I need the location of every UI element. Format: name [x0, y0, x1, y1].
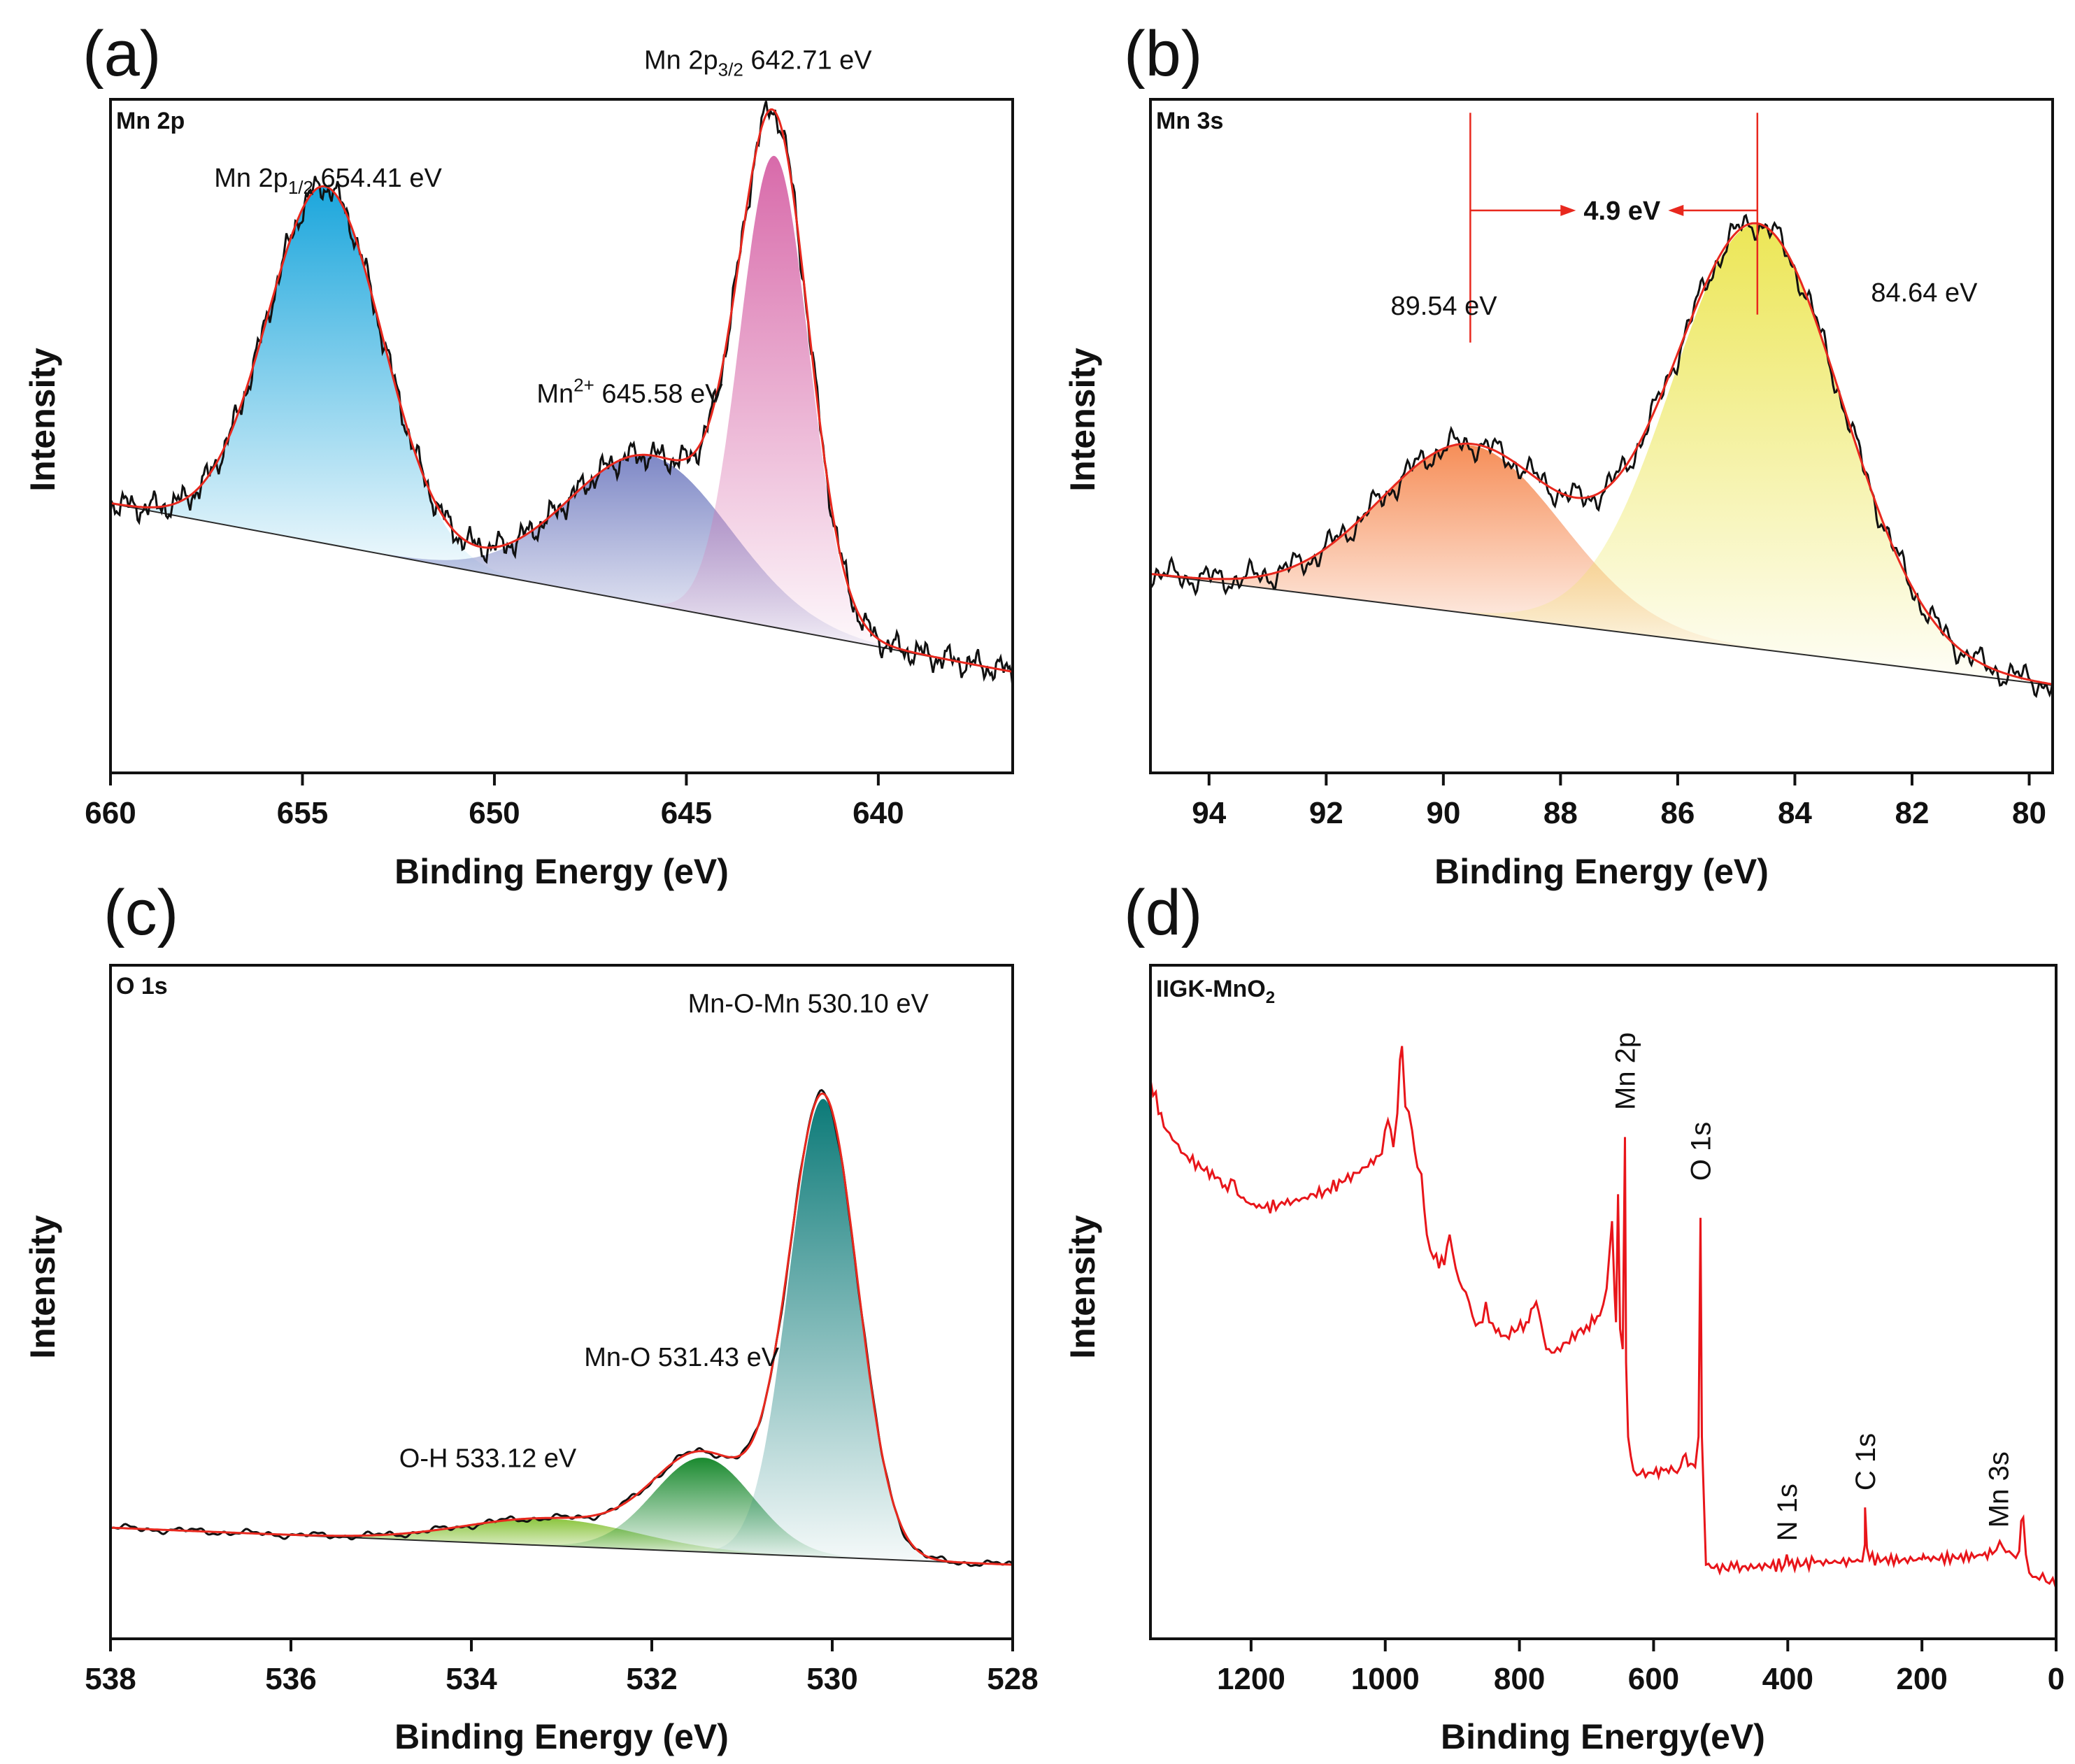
panel-a-y-axis-title: Intensity — [23, 348, 62, 492]
panel-d-survey-spectrum — [1149, 1046, 2058, 1589]
panel-b-xtick-label: 92 — [1309, 796, 1343, 830]
panel-d-corner-label: IIGK-MnO2 — [1156, 976, 1275, 1007]
panel-c-peak-mn-o-mn — [707, 1099, 939, 1562]
panel-d-xtick-label: 1200 — [1217, 1662, 1285, 1696]
panel-b-xtick-label: 90 — [1426, 796, 1460, 830]
panel-b-xtick-label: 88 — [1543, 796, 1578, 830]
panel-a-background-line — [110, 502, 1013, 673]
label-subscript: 2 — [1266, 988, 1275, 1007]
panel-a-peak-mn-2p3-2 — [657, 155, 891, 650]
panel-b-corner-label: Mn 3s — [1156, 108, 1223, 134]
panel-a-peak-mn-2p1-2 — [130, 186, 520, 580]
panel-b-xtick-label: 94 — [1192, 796, 1226, 830]
panel-c-letter: (c) — [104, 877, 178, 948]
panel-d-peak-label-o-1s: O 1s — [1686, 1122, 1717, 1181]
panel-b: (b) 4.9 eV Mn 3s 94 9 — [1063, 18, 2054, 891]
panel-c-peaks — [259, 1099, 939, 1562]
panel-d-letter: (d) — [1124, 877, 1202, 948]
panel-a-corner-label: Mn 2p — [116, 108, 185, 134]
panel-d-peak-label-mn-2p: Mn 2p — [1611, 1032, 1641, 1110]
panel-c-xtick-label: 528 — [987, 1662, 1038, 1696]
panel-d-peak-label-n-1s: N 1s — [1772, 1484, 1803, 1541]
panel-a-label-mn-2p3-2: Mn 2p3/2 642.71 eV — [644, 46, 872, 80]
panel-b-xtick-label: 86 — [1660, 796, 1695, 830]
panel-b-xtick-label: 84 — [1778, 796, 1812, 830]
panel-a-label-mn-2p1-2: Mn 2p1/2 654.41 eV — [214, 164, 442, 198]
label-main: Mn — [536, 379, 573, 408]
panel-c-y-axis-title: Intensity — [23, 1215, 62, 1359]
panel-a-fit-envelope — [110, 108, 1013, 673]
label-main: Mn 2p — [644, 46, 718, 76]
label-main: IIGK-MnO — [1156, 976, 1266, 1002]
panel-c-xtick-label: 530 — [806, 1662, 857, 1696]
panel-b-plot-frame — [1149, 98, 2054, 774]
panel-a-xtick-label: 645 — [661, 796, 712, 830]
panel-d-xtick-label: 400 — [1762, 1662, 1813, 1696]
panel-b-x-axis-title: Binding Energy (eV) — [1434, 852, 1769, 891]
panel-d: (d) IIGK-MnO2 Mn 2p O 1s N 1s C 1s Mn 3s… — [1063, 877, 2065, 1756]
label-tail: 645.58 eV — [594, 379, 723, 408]
panel-b-experimental-trace — [1149, 213, 2054, 698]
panel-c-xtick-label: 536 — [265, 1662, 316, 1696]
panel-b-split-right-arrowhead — [1668, 204, 1684, 216]
panel-b-peak-84-64 — [1469, 224, 2046, 685]
panel-a-xtick-label: 650 — [469, 796, 520, 830]
panel-c-fit-envelope — [110, 1093, 1013, 1566]
panel-c-corner-label: O 1s — [116, 973, 168, 1000]
panel-b-xtick-label: 80 — [2012, 796, 2046, 830]
panel-a-xtick-label: 660 — [85, 796, 136, 830]
panel-a: (a) Mn 2p 660 655 650 645 640 Binding En… — [23, 18, 1014, 891]
panel-d-y-axis-title: Intensity — [1063, 1215, 1102, 1359]
panel-b-splitting-label: 4.9 eV — [1583, 197, 1661, 226]
panel-c-xtick-label: 534 — [445, 1662, 497, 1696]
panel-c-label-mn-o-mn: Mn-O-Mn 530.10 eV — [688, 989, 929, 1018]
label-tail: 654.41 eV — [313, 164, 442, 193]
panel-c-x-ticks: 538 536 534 532 530 528 — [85, 1639, 1039, 1696]
panel-c-xtick-label: 538 — [85, 1662, 136, 1696]
panel-a-label-mn2-plus: Mn2+ 645.58 eV — [536, 374, 723, 408]
panel-d-xtick-label: 0 — [2048, 1662, 2065, 1696]
panel-a-letter: (a) — [83, 18, 161, 90]
panel-c-label-mn-o: Mn-O 531.43 eV — [584, 1343, 779, 1372]
panel-b-letter: (b) — [1124, 18, 1202, 90]
panel-a-xtick-label: 640 — [853, 796, 904, 830]
panel-b-x-ticks: 94 92 90 88 86 84 82 80 — [1192, 773, 2046, 830]
panel-c-xtick-label: 532 — [626, 1662, 677, 1696]
panel-d-plot-frame — [1149, 964, 2058, 1640]
panel-d-peak-label-mn-3s: Mn 3s — [1984, 1451, 2015, 1528]
panel-b-background-line — [1150, 573, 2053, 686]
panel-b-split-left-arrowhead — [1560, 204, 1576, 216]
panel-b-label-84-64: 84.64 eV — [1871, 278, 1978, 308]
panel-c-plot-frame — [109, 964, 1014, 1640]
label-tail: 642.71 eV — [743, 46, 872, 76]
panel-d-xtick-label: 600 — [1628, 1662, 1679, 1696]
label-main: Mn 2p — [214, 164, 288, 193]
panel-b-y-axis-title: Intensity — [1063, 348, 1102, 492]
panel-a-x-ticks: 660 655 650 645 640 — [85, 773, 904, 830]
panel-b-fit-envelope — [1150, 222, 2053, 685]
label-superscript: 2+ — [573, 374, 594, 395]
panel-a-peaks — [130, 155, 925, 655]
panel-a-plot-frame — [109, 98, 1014, 774]
panel-d-x-ticks: 1200 1000 800 600 400 200 0 — [1217, 1639, 2065, 1696]
panel-d-xtick-label: 1000 — [1351, 1662, 1420, 1696]
panel-d-xtick-label: 200 — [1896, 1662, 1947, 1696]
panel-b-label-89-54: 89.54 eV — [1390, 292, 1497, 321]
panel-c: (c) O 1s 538 536 534 532 530 528 Binding… — [23, 877, 1039, 1756]
panel-b-peaks — [1162, 224, 2046, 685]
panel-d-x-axis-title: Binding Energy(eV) — [1441, 1717, 1765, 1756]
panel-a-xtick-label: 655 — [277, 796, 328, 830]
label-subscript: 1/2 — [288, 177, 313, 198]
panel-c-label-o-h: O-H 533.12 eV — [399, 1444, 577, 1473]
panel-b-xtick-label: 82 — [1895, 796, 1929, 830]
panel-c-x-axis-title: Binding Energy (eV) — [394, 1717, 729, 1756]
label-subscript: 3/2 — [718, 59, 743, 80]
panel-d-xtick-label: 800 — [1494, 1662, 1545, 1696]
panel-b-splitting-marker: 4.9 eV — [1469, 113, 1759, 343]
panel-a-x-axis-title: Binding Energy (eV) — [394, 852, 729, 891]
panel-d-peak-label-c-1s: C 1s — [1851, 1433, 1881, 1491]
